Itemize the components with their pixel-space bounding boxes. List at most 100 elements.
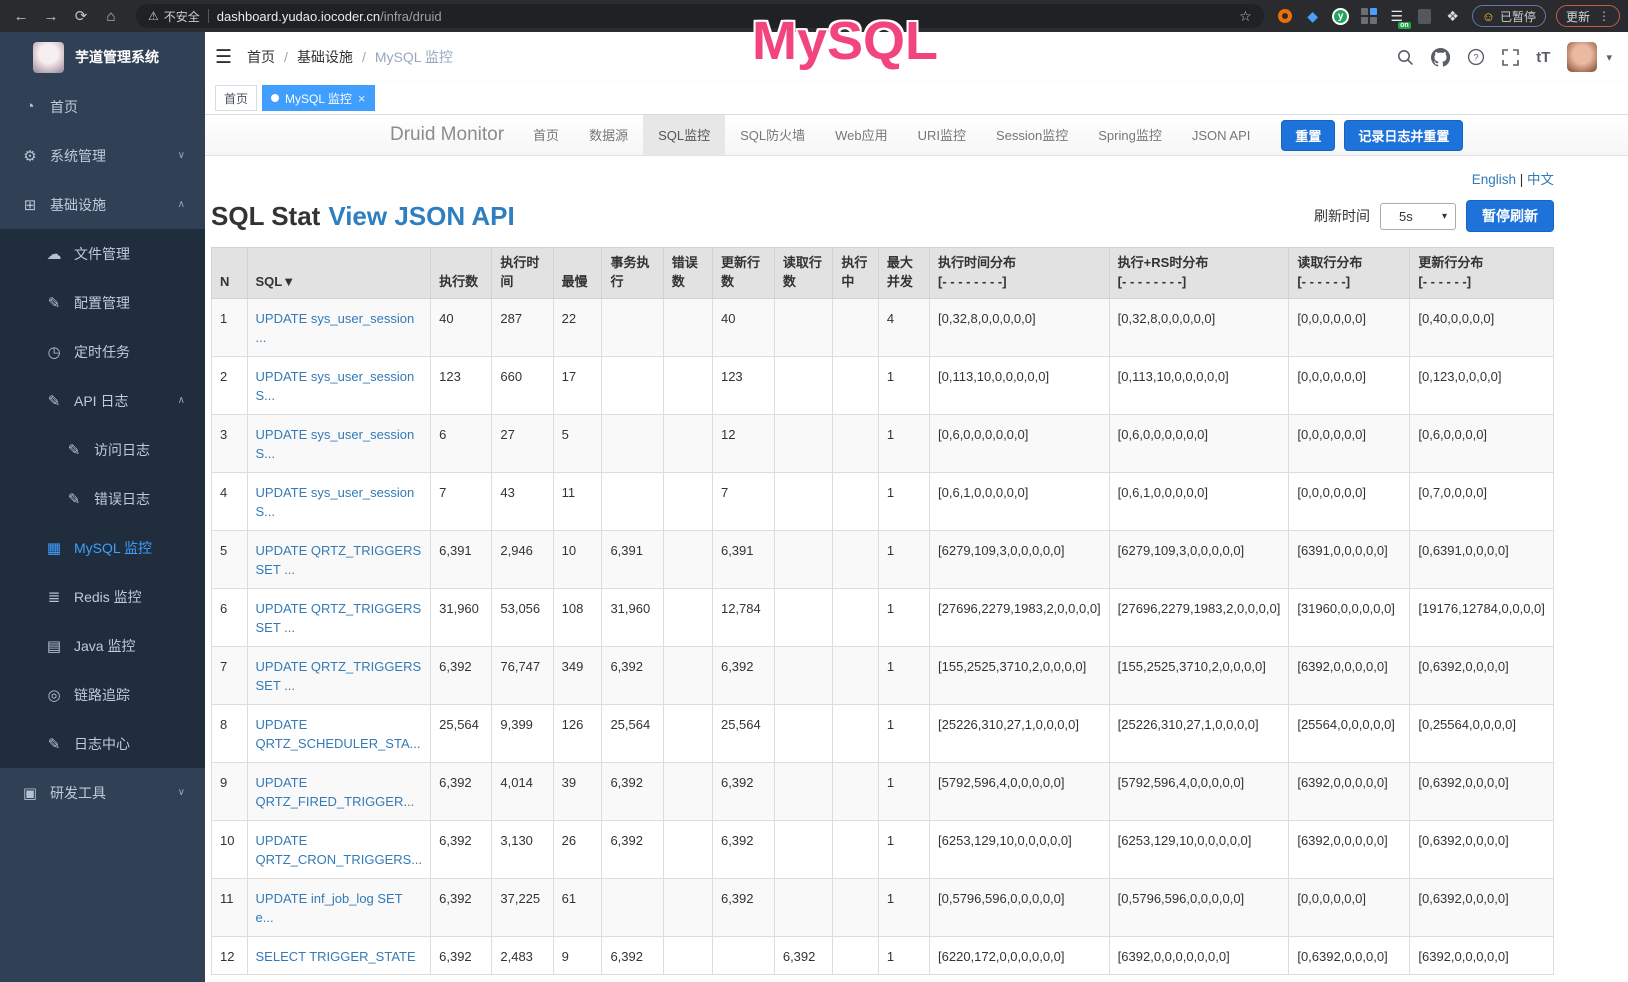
extension-gray-icon[interactable]: [1416, 7, 1434, 25]
breadcrumb-item-1[interactable]: 基础设施: [296, 49, 353, 65]
sidebar-menu: ◔ 首页 ⚙ 系统管理 ∨ ⊞ 基础设施 ∧ ☁ 文件管理 ✎ 配置管理 ◷ 定时任务 ✎ API 日志 ∧ ✎ 访…: [0, 82, 205, 817]
cell-r3-c1: UPDATE sys_user_session S...: [246, 413, 432, 473]
fullscreen-icon[interactable]: [1502, 48, 1520, 66]
lang-chinese-link[interactable]: 中文: [1527, 172, 1554, 187]
cell-r7-c9: [832, 645, 879, 705]
back-icon[interactable]: ←: [13, 7, 29, 25]
sql-link[interactable]: UPDATE QRTZ_TRIGGERS SET ...: [255, 658, 422, 694]
address-bar[interactable]: ⚠ 不安全 dashboard.yudao.iocoder.cn/infra/d…: [136, 4, 1264, 28]
tag-0[interactable]: 首页: [215, 85, 258, 111]
reload-icon[interactable]: ⟳: [74, 8, 88, 25]
druid-nav-8[interactable]: JSON API: [1191, 128, 1251, 143]
sidebar-item-0[interactable]: ◔ 首页: [0, 82, 205, 131]
sql-link[interactable]: UPDATE QRTZ_CRON_TRIGGERS...: [255, 832, 423, 868]
extension-list-icon[interactable]: ☰ on: [1390, 7, 1411, 29]
cell-r8-c6: [662, 703, 713, 763]
col-header-3: 执行时间: [491, 247, 554, 299]
cell-r11-c0: 11: [211, 877, 248, 937]
sql-link[interactable]: UPDATE sys_user_session S...: [255, 484, 415, 520]
view-json-api-link[interactable]: View JSON API: [328, 200, 515, 231]
druid-nav-2[interactable]: SQL监控: [643, 115, 726, 155]
sidebar-item-1[interactable]: ⚙ 系统管理 ∨: [0, 131, 205, 180]
sql-link[interactable]: UPDATE QRTZ_TRIGGERS SET ...: [255, 600, 422, 636]
page-title: SQL Stat View JSON API: [211, 200, 515, 231]
sidebar-item-13[interactable]: ✎ 日志中心: [0, 719, 205, 768]
table-row: 7 UPDATE QRTZ_TRIGGERS SET ... 6,392 76,747…: [211, 645, 1554, 705]
github-icon[interactable]: [1431, 47, 1451, 67]
home-icon[interactable]: ⌂: [106, 7, 116, 25]
cell-r2-c13: [0,0,0,0,0,0]: [1288, 355, 1411, 415]
url-text[interactable]: dashboard.yudao.iocoder.cn/infra/druid: [216, 8, 442, 24]
sql-link[interactable]: UPDATE QRTZ_SCHEDULER_STA...: [255, 716, 421, 752]
sidebar-item-6[interactable]: ✎ API 日志 ∧: [0, 376, 205, 425]
avatar-caret-icon[interactable]: ▾: [1606, 52, 1612, 64]
profile-paused-pill[interactable]: ☺ 已暂停: [1471, 5, 1546, 27]
druid-nav-0[interactable]: 首页: [533, 128, 560, 143]
sidebar-item-8[interactable]: ✎ 错误日志: [0, 474, 205, 523]
hamburger-icon[interactable]: ☰: [215, 46, 233, 68]
cell-r9-c7: 6,392: [711, 761, 775, 821]
sidebar-item-4[interactable]: ✎ 配置管理: [0, 278, 205, 327]
cell-r12-c8: 6,392: [773, 935, 834, 976]
sidebar-item-3[interactable]: ☁ 文件管理: [0, 229, 205, 278]
tag-1[interactable]: MySQL 监控 ×: [262, 85, 375, 111]
sql-link[interactable]: UPDATE sys_user_session ...: [255, 310, 415, 346]
sidebar-item-9[interactable]: ▦ MySQL 监控: [0, 523, 205, 572]
extension-gem-icon[interactable]: ◆: [1307, 7, 1319, 24]
pause-refresh-button[interactable]: 暂停刷新: [1466, 200, 1554, 232]
cell-r3-c7: 12: [711, 413, 775, 473]
close-icon[interactable]: ×: [357, 90, 366, 106]
not-secure-warning[interactable]: ⚠ 不安全: [148, 8, 200, 25]
sidebar-item-5[interactable]: ◷ 定时任务: [0, 327, 205, 376]
extension-green-icon[interactable]: y: [1332, 7, 1350, 25]
sql-link[interactable]: UPDATE QRTZ_TRIGGERS SET ...: [255, 542, 422, 578]
app-logo-row[interactable]: 芋道管理系统: [0, 32, 205, 82]
druid-nav-6[interactable]: Session监控: [996, 128, 1069, 143]
refresh-interval-select[interactable]: 5s ▾: [1380, 202, 1456, 230]
extension-grid-icon[interactable]: [1360, 7, 1378, 25]
druid-nav-7[interactable]: Spring监控: [1098, 128, 1162, 143]
file-icon: ☁: [46, 245, 62, 263]
breadcrumb-item-0[interactable]: 首页: [247, 49, 276, 65]
sql-link[interactable]: UPDATE sys_user_session S...: [255, 426, 415, 462]
lang-english-link[interactable]: English: [1471, 172, 1516, 187]
app-logo: [33, 41, 64, 73]
sidebar-item-2[interactable]: ⊞ 基础设施 ∧: [0, 180, 205, 229]
reset-button[interactable]: 重置: [1281, 119, 1336, 151]
cell-r2-c0: 2: [211, 355, 248, 415]
search-icon[interactable]: [1397, 49, 1414, 66]
sql-link[interactable]: UPDATE inf_job_log SET e...: [255, 890, 403, 926]
druid-nav-1[interactable]: 数据源: [589, 128, 629, 143]
on-badge: on: [1398, 22, 1411, 29]
bookmark-star-icon[interactable]: ☆: [1239, 7, 1252, 24]
extension-orange-icon[interactable]: [1276, 7, 1294, 25]
extensions-puzzle-icon[interactable]: ❖: [1446, 7, 1459, 24]
sql-link[interactable]: SELECT TRIGGER_STATE: [255, 948, 416, 964]
table-row: 5 UPDATE QRTZ_TRIGGERS SET ... 6,391 2,946 1…: [211, 529, 1554, 589]
sidebar-item-label: 文件管理: [74, 245, 130, 262]
forward-icon[interactable]: →: [43, 7, 59, 25]
sql-link[interactable]: UPDATE QRTZ_FIRED_TRIGGER...: [255, 774, 415, 810]
log-and-reset-button[interactable]: 记录日志并重置: [1344, 119, 1464, 151]
chrome-update-button[interactable]: 更新 ⋮: [1555, 5, 1620, 27]
cell-r3-c9: [832, 413, 879, 473]
cell-r5-c1: UPDATE QRTZ_TRIGGERS SET ...: [246, 529, 432, 589]
user-avatar[interactable]: [1567, 42, 1598, 72]
font-size-icon[interactable]: tT: [1536, 48, 1551, 66]
sidebar-item-14[interactable]: ▣ 研发工具 ∨: [0, 768, 205, 817]
cell-r2-c14: [0,123,0,0,0,0]: [1409, 355, 1554, 415]
help-icon[interactable]: ?: [1467, 48, 1485, 66]
cell-r10-c11: [6253,129,10,0,0,0,0,0]: [929, 819, 1110, 879]
cell-r11-c2: 6,392: [430, 877, 493, 937]
chrome-menu-icon[interactable]: ⋮: [1598, 9, 1610, 23]
druid-nav-3[interactable]: SQL防火墙: [740, 128, 806, 143]
sidebar-item-7[interactable]: ✎ 访问日志: [0, 425, 205, 474]
druid-nav-5[interactable]: URI监控: [917, 128, 966, 143]
sidebar-item-12[interactable]: ◎ 链路追踪: [0, 670, 205, 719]
druid-nav-4[interactable]: Web应用: [835, 128, 888, 143]
sql-sort-header[interactable]: SQL▼: [246, 247, 432, 299]
sidebar-item-11[interactable]: ▤ Java 监控: [0, 621, 205, 670]
cell-r5-c4: 10: [552, 529, 603, 589]
sidebar-item-10[interactable]: ≣ Redis 监控: [0, 572, 205, 621]
sql-link[interactable]: UPDATE sys_user_session S...: [255, 368, 415, 404]
